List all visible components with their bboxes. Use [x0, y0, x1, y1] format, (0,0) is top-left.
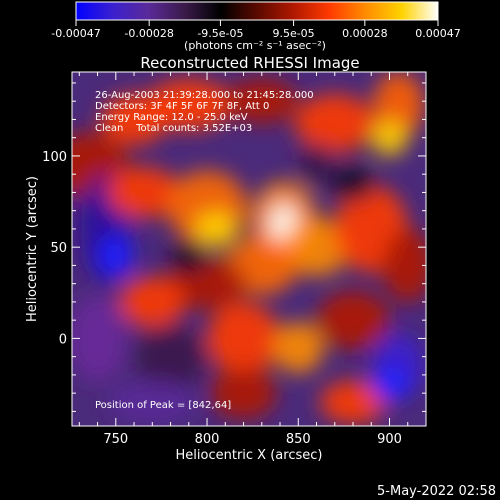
colorbar-tick-label: 9.5e-05 [272, 27, 314, 40]
chart-title: Reconstructed RHESSI Image [140, 54, 359, 72]
emission-blob [371, 119, 408, 156]
annotation-energy-range: Energy Range: 12.0 - 25.0 keV [95, 112, 248, 123]
x-axis: 750 800 850 900 [78, 72, 427, 447]
x-tick-label: 800 [195, 432, 220, 447]
y-tick-label: 0 [59, 332, 67, 347]
y-axis-label: Heliocentric Y (arcsec) [25, 176, 40, 322]
emission-blob [119, 276, 186, 328]
x-tick-label: 750 [103, 432, 128, 447]
x-tick-label: 900 [377, 432, 402, 447]
emission-blob [210, 367, 277, 419]
render-timestamp: 5-May-2022 02:58 [377, 484, 496, 499]
x-axis-label: Heliocentric X (arcsec) [176, 448, 323, 463]
emission-blob [371, 365, 408, 403]
colorbar-tick-label: -9.5e-05 [197, 27, 243, 40]
y-tick-label: 100 [42, 150, 67, 165]
emission-blob [294, 93, 375, 153]
plot-frame [71, 71, 427, 427]
colorbar-unit-label: (photons cm⁻² s⁻¹ asec⁻²) [184, 39, 326, 52]
peak-position-label: Position of Peak = [842,64] [95, 400, 231, 411]
emission-blob [272, 321, 324, 374]
colorbar-tick-label: 0.00047 [415, 27, 461, 40]
emission-blob [108, 380, 197, 425]
y-axis: 0 50 100 [42, 82, 426, 412]
emission-blob [170, 238, 208, 275]
emission-blob [194, 210, 239, 248]
emission-blob [97, 234, 135, 279]
emission-blob [207, 301, 281, 375]
emission-blob [134, 323, 208, 390]
colorbar-tick-label: -0.00028 [124, 27, 173, 40]
emission-blob [225, 79, 299, 124]
colorbar-ticks: -0.00047 -0.00028 -9.5e-05 9.5e-05 0.00028 0.… [51, 20, 461, 40]
colorbar-tick-label: -0.00047 [51, 27, 100, 40]
annotation-time-range: 26-Aug-2003 21:39:28.000 to 21:45:28.000 [95, 90, 314, 101]
emission-blob [331, 165, 375, 202]
colorbar: -0.00047 -0.00028 -9.5e-05 9.5e-05 0.00028 0.… [51, 1, 461, 52]
x-tick-label: 850 [286, 432, 311, 447]
emission-blob [316, 290, 390, 350]
annotation-detectors: Detectors: 3F 4F 5F 6F 7F 8F, Att 0 [95, 101, 269, 112]
emission-blob [106, 166, 180, 218]
colorbar-tick-label: 0.00028 [342, 27, 388, 40]
annotation-counts: Clean Total counts: 3.52E+03 [95, 123, 252, 134]
emission-blob [144, 79, 233, 131]
heatmap-area [72, 72, 426, 426]
emission-blob [72, 294, 127, 383]
emission-blob [298, 143, 335, 187]
colorbar-gradient [75, 1, 439, 21]
heatmap-emission [72, 72, 426, 425]
emission-blob [283, 217, 350, 277]
emission-blob [382, 228, 426, 302]
image-annotations: 26-Aug-2003 21:39:28.000 to 21:45:28.000… [95, 90, 314, 411]
y-tick-label: 50 [50, 241, 67, 256]
emission-blob [320, 380, 386, 425]
